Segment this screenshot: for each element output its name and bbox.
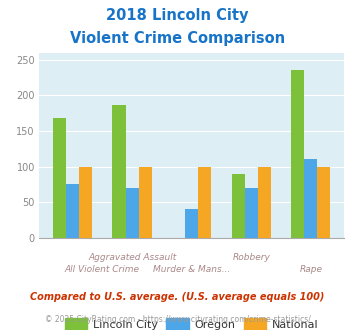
Bar (198, 167, 211, 238)
Text: Murder & Mans...: Murder & Mans... (153, 265, 230, 274)
Bar (79, 167, 92, 238)
Text: Rape: Rape (299, 265, 322, 274)
Bar (185, 209, 198, 238)
Text: Robbery: Robbery (232, 253, 270, 262)
Bar (291, 70, 304, 238)
Bar (245, 188, 258, 238)
Text: © 2025 CityRating.com - https://www.cityrating.com/crime-statistics/: © 2025 CityRating.com - https://www.city… (45, 315, 310, 324)
Text: Aggravated Assault: Aggravated Assault (88, 253, 176, 262)
Text: All Violent Crime: All Violent Crime (65, 265, 140, 274)
Bar (139, 167, 152, 238)
Legend: Lincoln City, Oregon, National: Lincoln City, Oregon, National (60, 314, 323, 330)
Bar (317, 167, 331, 238)
Text: 2018 Lincoln City: 2018 Lincoln City (106, 8, 249, 23)
Bar (304, 159, 317, 238)
Bar (113, 105, 126, 238)
Bar (231, 174, 245, 238)
Bar (53, 118, 66, 238)
Bar (258, 167, 271, 238)
Bar (126, 188, 139, 238)
Text: Compared to U.S. average. (U.S. average equals 100): Compared to U.S. average. (U.S. average … (30, 292, 325, 302)
Bar (66, 184, 79, 238)
Text: Violent Crime Comparison: Violent Crime Comparison (70, 31, 285, 46)
